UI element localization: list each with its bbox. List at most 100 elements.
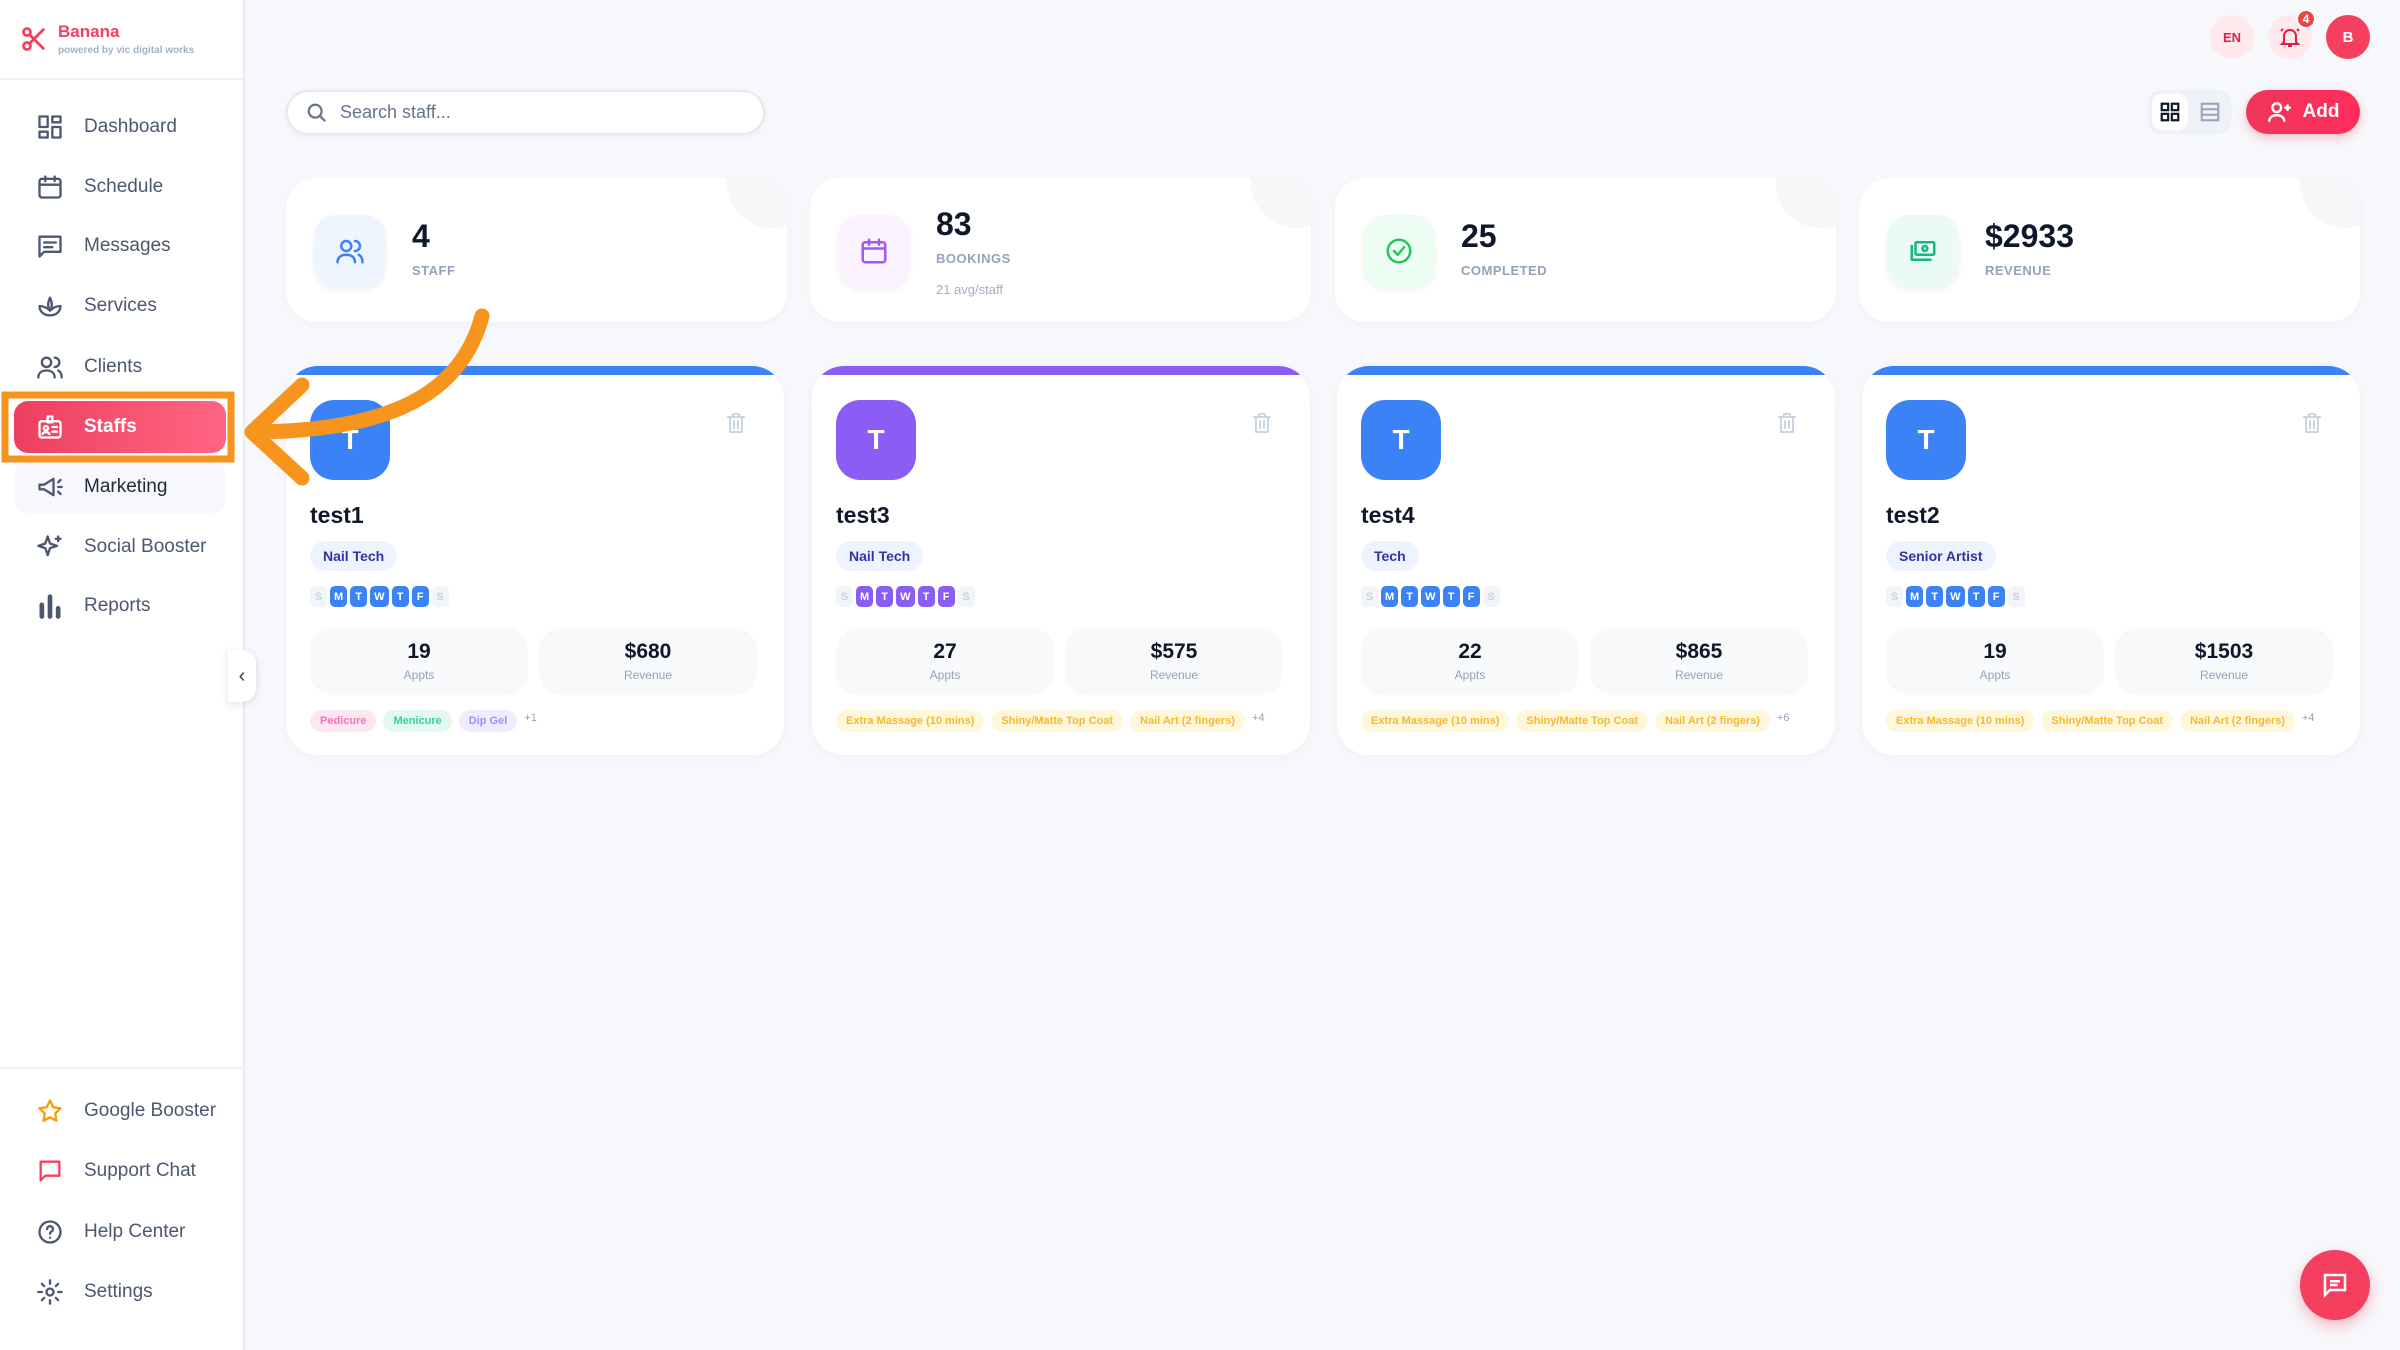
day-chip: S xyxy=(2007,586,2025,607)
revenue-value: $865 xyxy=(1675,640,1723,663)
appointments-label: Appts xyxy=(1454,668,1486,682)
delete-staff-button[interactable] xyxy=(1250,411,1274,440)
service-tags: Extra Massage (10 mins) Shiny/Matte Top C… xyxy=(1886,710,2315,732)
more-tags-count: +4 xyxy=(1251,712,1265,724)
day-chip: W xyxy=(896,586,915,607)
day-chip: S xyxy=(431,586,449,607)
dashboard-icon xyxy=(38,115,62,139)
service-tag: Shiny/Matte Top Coat xyxy=(2041,710,2174,732)
notification-badge: 4 xyxy=(2296,9,2316,29)
sidebar-item-label: Reports xyxy=(84,595,151,616)
stat-icon-badge xyxy=(1363,215,1435,287)
sidebar: Banana powered by vic digital works Dash… xyxy=(0,0,245,1350)
stat-value: $2933 xyxy=(1985,218,2074,254)
day-chip: T xyxy=(391,586,409,607)
search-bar[interactable] xyxy=(286,90,765,135)
megaphone-icon xyxy=(38,477,63,497)
decorative-corner xyxy=(727,178,787,228)
sidebar-item-label: Google Booster xyxy=(84,1100,217,1121)
search-input[interactable] xyxy=(340,102,740,123)
sidebar-item-messages[interactable]: Messages xyxy=(14,220,226,272)
trash-icon xyxy=(727,413,745,433)
card-accent-bar xyxy=(812,366,1310,375)
sidebar-divider xyxy=(0,1067,245,1069)
day-chip: T xyxy=(1442,586,1460,607)
sidebar-item-label: Schedule xyxy=(84,176,164,197)
language-button[interactable]: EN xyxy=(2210,15,2254,59)
add-staff-button[interactable]: Add xyxy=(2246,90,2360,134)
delete-staff-button[interactable] xyxy=(724,411,748,440)
appointments-value: 19 xyxy=(407,640,431,663)
user-plus-icon xyxy=(2267,102,2291,122)
sidebar-item-google-booster[interactable]: Google Booster xyxy=(14,1085,226,1137)
stat-card-bookings: 83 BOOKINGS 21 avg/staff xyxy=(810,178,1311,322)
day-chip: S xyxy=(836,586,853,607)
list-icon xyxy=(2200,102,2220,122)
sidebar-item-support-chat[interactable]: Support Chat xyxy=(14,1145,226,1197)
appointments-value: 27 xyxy=(933,640,957,663)
sidebar-item-dashboard[interactable]: Dashboard xyxy=(14,101,226,153)
day-chip: T xyxy=(917,586,935,607)
appointments-label: Appts xyxy=(403,668,435,682)
sidebar-item-clients[interactable]: Clients xyxy=(14,341,226,393)
appointments-value: 19 xyxy=(1983,640,2007,663)
revenue-value: $680 xyxy=(624,640,672,663)
collapse-sidebar-button[interactable]: ‹ xyxy=(228,650,256,702)
sparkles-icon xyxy=(37,535,62,557)
money-icon xyxy=(1910,241,1936,261)
sidebar-item-schedule[interactable]: Schedule xyxy=(14,161,226,213)
day-chip: M xyxy=(1381,586,1399,607)
brand-logo[interactable]: Banana powered by vic digital works xyxy=(0,0,243,80)
add-label: Add xyxy=(2302,101,2340,122)
more-tags-count: +1 xyxy=(524,712,537,724)
day-chip: S xyxy=(957,586,975,607)
sidebar-item-label: Support Chat xyxy=(84,1160,196,1181)
staff-name: test3 xyxy=(836,502,890,528)
service-tag: Shiny/Matte Top Coat xyxy=(991,710,1124,732)
sidebar-item-staffs[interactable]: Staffs xyxy=(14,401,226,453)
chat-fab-button[interactable] xyxy=(2300,1250,2370,1320)
more-tags-count: +4 xyxy=(2301,712,2315,724)
more-tags-count: +6 xyxy=(1776,712,1790,724)
day-chip: S xyxy=(1361,586,1378,607)
role-badge: Tech xyxy=(1361,541,1419,571)
sidebar-item-reports[interactable]: Reports xyxy=(14,580,226,632)
appointments-label: Appts xyxy=(1979,668,2011,682)
user-avatar[interactable]: B xyxy=(2326,15,2370,59)
scissors-icon xyxy=(22,27,45,51)
revenue-box: $680 Revenue xyxy=(539,628,757,695)
role-badge: Nail Tech xyxy=(836,541,924,571)
list-view-button[interactable] xyxy=(2192,94,2228,130)
chevron-left-icon: ‹ xyxy=(238,664,246,687)
delete-staff-button[interactable] xyxy=(1775,411,1799,440)
decorative-corner xyxy=(1251,178,1311,228)
service-tag: Nail Art (2 fingers) xyxy=(1130,710,1245,732)
bell-icon xyxy=(2279,28,2301,47)
sidebar-item-settings[interactable]: Settings xyxy=(14,1266,226,1318)
gear-icon xyxy=(37,1279,63,1305)
sidebar-item-label: Social Booster xyxy=(84,536,207,557)
revenue-value: $1503 xyxy=(2194,640,2254,663)
notifications-button[interactable]: 4 xyxy=(2268,9,2316,59)
grid-view-button[interactable] xyxy=(2152,94,2188,130)
stat-card-staff: 4 STAFF xyxy=(286,178,787,322)
sidebar-item-help-center[interactable]: Help Center xyxy=(14,1206,226,1258)
sidebar-item-marketing[interactable]: Marketing xyxy=(14,461,226,513)
lotus-icon xyxy=(38,296,62,317)
role-badge: Nail Tech xyxy=(310,541,398,571)
day-chip: S xyxy=(1482,586,1500,607)
check-circle-icon xyxy=(1386,238,1412,264)
delete-staff-button[interactable] xyxy=(2300,411,2324,440)
stat-value: 25 xyxy=(1461,218,1497,254)
day-chip: W xyxy=(1421,586,1440,607)
sidebar-item-services[interactable]: Services xyxy=(14,280,226,332)
trash-icon xyxy=(1778,413,1796,433)
day-chip: W xyxy=(370,586,389,607)
sidebar-item-social-booster[interactable]: Social Booster xyxy=(14,521,226,573)
